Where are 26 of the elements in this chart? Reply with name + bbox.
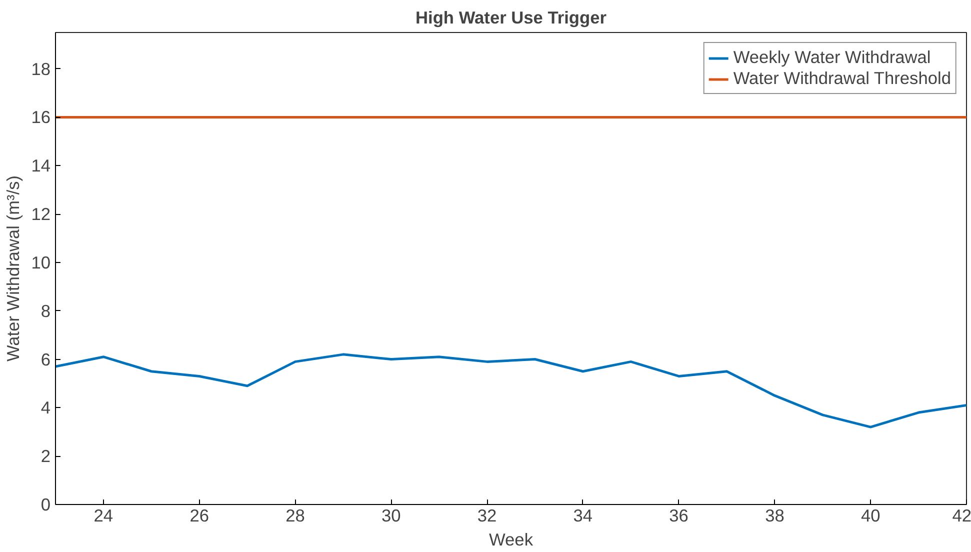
- x-tick-label: 30: [381, 506, 401, 526]
- x-tick-label: 26: [190, 506, 209, 526]
- y-tick-label: 18: [31, 58, 51, 79]
- y-tick-label: 12: [31, 204, 51, 224]
- x-tick-label: 24: [94, 506, 114, 526]
- y-tick-label: 10: [31, 252, 51, 272]
- y-tick-label: 8: [40, 300, 51, 321]
- y-tick-label: 16: [31, 107, 51, 128]
- x-tick-label: 40: [860, 506, 880, 526]
- x-tick-label: 38: [765, 506, 784, 526]
- line-series: [56, 353, 966, 428]
- x-tick-label: 32: [477, 506, 497, 526]
- chart-title: High Water Use Trigger: [416, 8, 607, 28]
- legend-label: Water Withdrawal Threshold: [733, 68, 951, 89]
- y-tick-label: 0: [40, 494, 51, 514]
- y-axis-title: Water Withdrawal (m³/s): [3, 175, 24, 362]
- x-tick-label: 36: [669, 506, 688, 526]
- y-tick-label: 14: [31, 156, 51, 176]
- x-tick-label: 42: [952, 506, 971, 526]
- legend-label: Weekly Water Withdrawal: [733, 47, 931, 68]
- y-tick-label: 4: [40, 398, 51, 418]
- x-axis-title: Week: [489, 530, 534, 550]
- y-tick-label: 6: [40, 349, 51, 370]
- y-tick-label: 2: [40, 446, 51, 466]
- x-tick-label: 34: [573, 506, 593, 526]
- x-tick-label: 28: [286, 506, 305, 526]
